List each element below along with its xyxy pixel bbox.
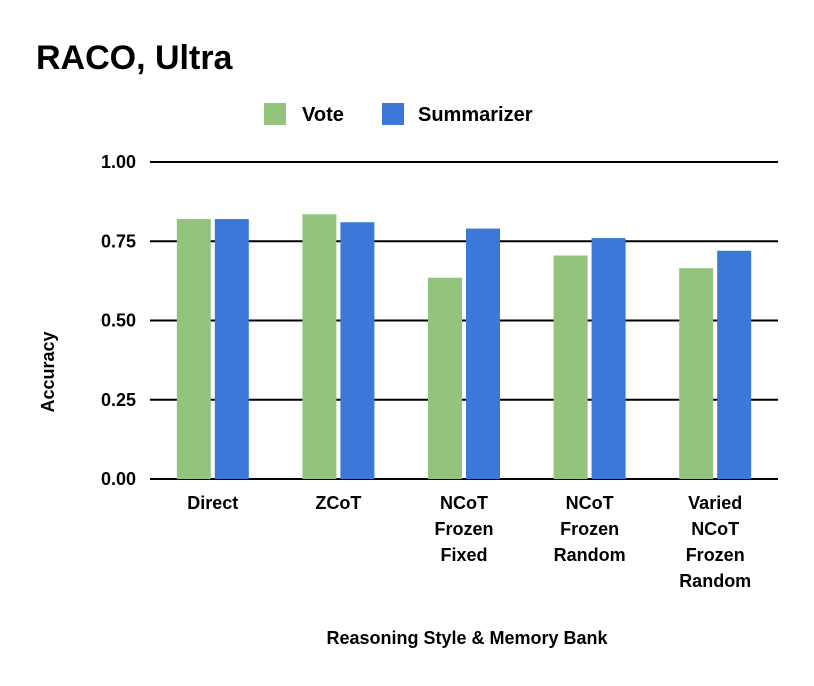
bar-summarizer <box>340 222 375 480</box>
legend-label-vote: Vote <box>302 104 344 126</box>
x-category-label: ZCoT <box>315 493 361 513</box>
legend-swatch-summarizer <box>382 103 404 125</box>
x-category-label: Varied NCoT Frozen Random <box>679 493 751 591</box>
y-axis-label: Accuracy <box>38 331 58 412</box>
bar-vote <box>302 214 337 479</box>
legend: Vote Summarizer <box>264 103 533 126</box>
bar-vote <box>553 255 588 479</box>
y-tick-label: 1.00 <box>101 152 136 172</box>
bars <box>176 214 752 480</box>
bar-vote <box>428 277 462 479</box>
y-tick-label: 0.25 <box>101 390 136 410</box>
x-category-label: NCoT Frozen Fixed <box>434 493 493 565</box>
bar-vote <box>679 268 714 479</box>
bar-summarizer <box>717 250 752 479</box>
y-tick-label: 0.75 <box>101 231 136 251</box>
x-category-label: Direct <box>187 493 238 513</box>
chart-title: RACO, Ultra <box>36 39 234 77</box>
gridlines <box>150 161 778 480</box>
bar-vote <box>176 219 211 479</box>
x-category-label: NCoT Frozen Random <box>554 493 626 565</box>
legend-swatch-vote <box>264 103 286 125</box>
x-axis-categories: Direct ZCoT NCoT Frozen Fixed NCoT Frozen Rando… <box>187 493 751 591</box>
legend-label-summarizer: Summarizer <box>418 104 533 126</box>
bar-summarizer <box>591 238 626 479</box>
y-tick-label: 0.00 <box>101 469 136 489</box>
bar-summarizer <box>466 228 500 479</box>
y-tick-label: 0.50 <box>101 311 136 331</box>
y-axis-ticks: 0.00 0.25 0.50 0.75 1.00 <box>101 152 136 489</box>
x-axis-label: Reasoning Style & Memory Bank <box>326 628 608 648</box>
bar-summarizer <box>214 219 249 479</box>
